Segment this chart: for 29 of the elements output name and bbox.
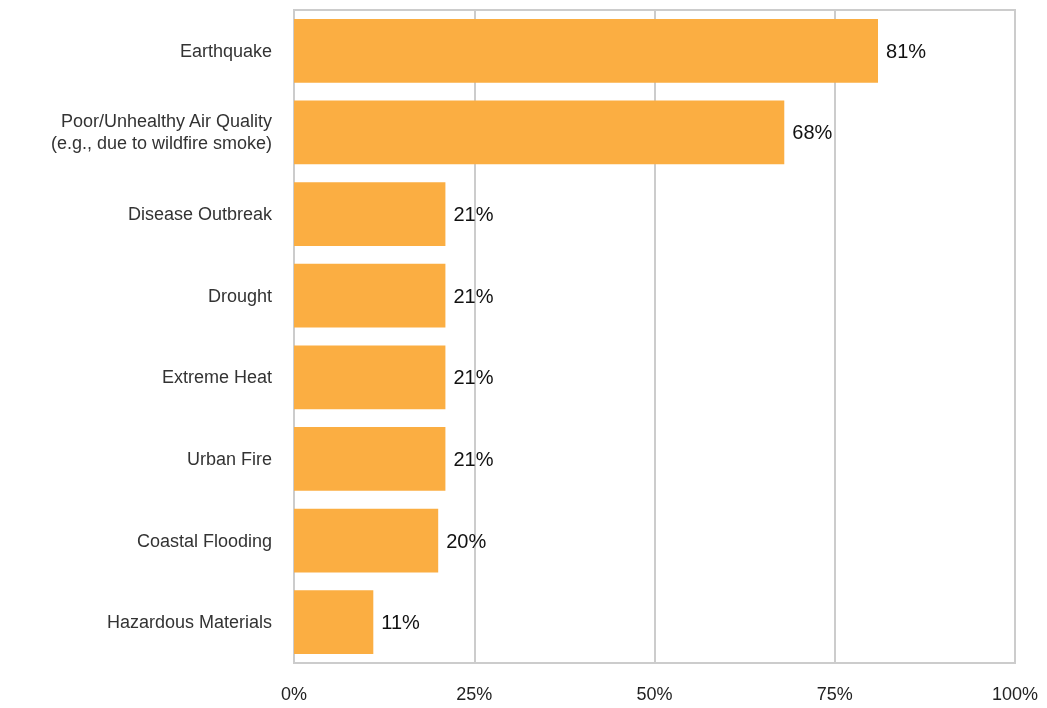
bar [294, 263, 446, 328]
y-tick-label: Earthquake [179, 40, 272, 61]
bar [294, 345, 446, 410]
x-tick-label: 100% [991, 684, 1039, 704]
data-label: 81% [886, 39, 927, 62]
x-tick-label: 50% [636, 684, 673, 704]
data-label: 21% [453, 366, 494, 389]
y-tick-label: Disease Outbreak [127, 204, 273, 225]
data-label: 20% [446, 529, 487, 552]
data-label: 11% [381, 611, 421, 634]
y-tick-label: Extreme Heat [161, 367, 272, 388]
bar [294, 427, 446, 491]
y-tick-label: Urban Fire [186, 448, 272, 469]
x-tick-label: 0% [280, 684, 308, 704]
y-tick-label: Hazardous Materials [106, 612, 272, 633]
x-tick-label: 75% [816, 684, 853, 704]
y-tick-label: Drought [207, 285, 272, 306]
data-label: 21% [453, 284, 494, 307]
bar [294, 590, 374, 655]
bar [294, 100, 785, 165]
data-label: 21% [453, 447, 494, 470]
y-tick-label: Poor/Unhealthy Air Quality (e.g., due to wildfire smoke) [50, 111, 272, 154]
x-tick-label: 25% [456, 684, 493, 704]
bar [294, 508, 439, 573]
bar [294, 18, 879, 83]
bar [294, 182, 446, 246]
y-tick-label: Coastal Flooding [136, 530, 272, 551]
data-label: 68% [792, 121, 833, 144]
data-label: 21% [453, 203, 494, 226]
